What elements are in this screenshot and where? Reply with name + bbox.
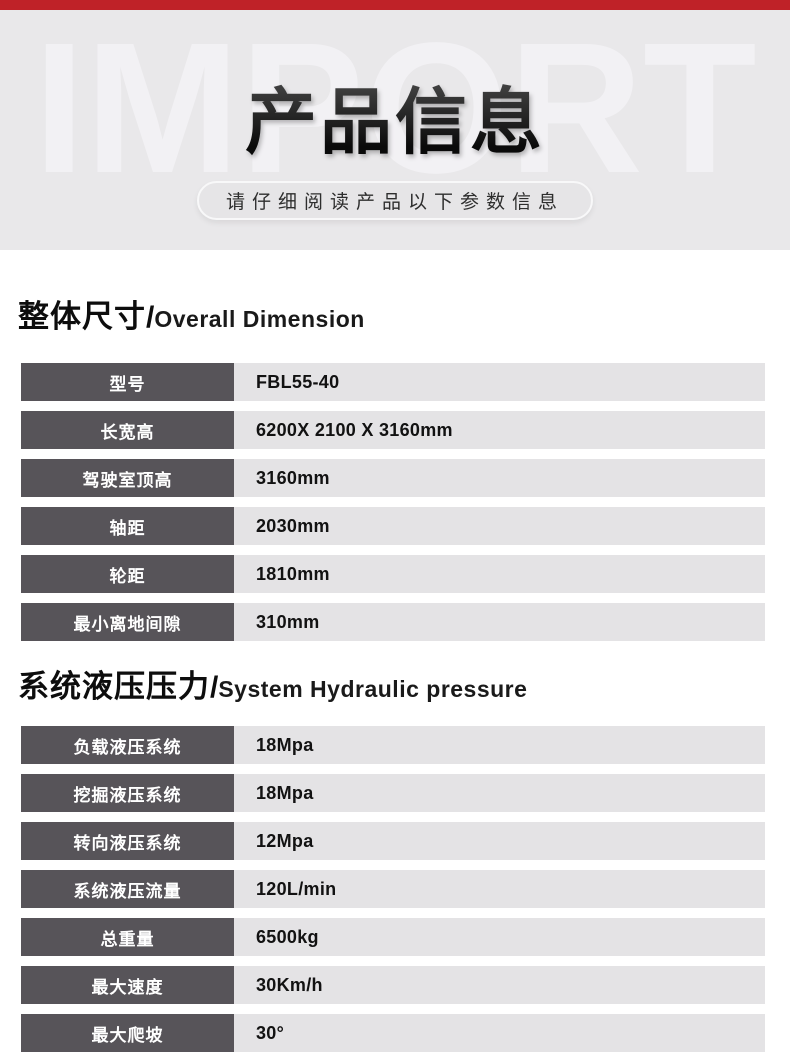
section-title-divider: / bbox=[210, 671, 219, 704]
spec-value: 3160mm bbox=[234, 459, 765, 497]
section-title: 系统液压压力/System Hydraulic pressure bbox=[0, 666, 790, 711]
section-title-cn: 系统液压压力 bbox=[18, 669, 210, 704]
section-title-en: System Hydraulic pressure bbox=[218, 676, 528, 702]
spec-label: 最大爬坡 bbox=[21, 1014, 234, 1052]
spec-row: 最小离地间隙 310mm bbox=[21, 603, 765, 641]
watermark-text: IMPORT bbox=[0, 16, 790, 202]
page-title: 产品信息 bbox=[0, 80, 790, 166]
spec-label: 负载液压系统 bbox=[21, 726, 234, 764]
spec-value: 6200X 2100 X 3160mm bbox=[234, 411, 765, 449]
spec-row: 挖掘液压系统 18Mpa bbox=[21, 774, 765, 812]
spec-value: 30Km/h bbox=[234, 966, 765, 1004]
spec-row: 最大速度 30Km/h bbox=[21, 966, 765, 1004]
spec-row: 系统液压流量 120L/min bbox=[21, 870, 765, 908]
spec-value: 18Mpa bbox=[234, 726, 765, 764]
spec-label: 挖掘液压系统 bbox=[21, 774, 234, 812]
spec-section: 系统液压压力/System Hydraulic pressure 负载液压系统 … bbox=[0, 666, 790, 1052]
spec-row: 轮距 1810mm bbox=[21, 555, 765, 593]
spec-table: 负载液压系统 18Mpa 挖掘液压系统 18Mpa 转向液压系统 12Mpa 系… bbox=[21, 726, 765, 1052]
top-accent-bar bbox=[0, 0, 790, 10]
spec-label: 轴距 bbox=[21, 507, 234, 545]
spec-label: 型号 bbox=[21, 363, 234, 401]
spec-value: 120L/min bbox=[234, 870, 765, 908]
spec-value: 18Mpa bbox=[234, 774, 765, 812]
spec-row: 驾驶室顶高 3160mm bbox=[21, 459, 765, 497]
spec-value: 30° bbox=[234, 1014, 765, 1052]
spec-label: 系统液压流量 bbox=[21, 870, 234, 908]
section-title-cn: 整体尺寸 bbox=[18, 299, 146, 334]
spec-row: 型号 FBL55-40 bbox=[21, 363, 765, 401]
spec-row: 总重量 6500kg bbox=[21, 918, 765, 956]
spec-value: 310mm bbox=[234, 603, 765, 641]
spec-value: FBL55-40 bbox=[234, 363, 765, 401]
spec-value: 2030mm bbox=[234, 507, 765, 545]
spec-label: 驾驶室顶高 bbox=[21, 459, 234, 497]
spec-label: 轮距 bbox=[21, 555, 234, 593]
spec-value: 6500kg bbox=[234, 918, 765, 956]
spec-row: 最大爬坡 30° bbox=[21, 1014, 765, 1052]
subtitle-pill: 请仔细阅读产品以下参数信息 bbox=[196, 181, 594, 220]
section-title-en: Overall Dimension bbox=[154, 306, 365, 332]
spec-label: 总重量 bbox=[21, 918, 234, 956]
spec-row: 长宽高 6200X 2100 X 3160mm bbox=[21, 411, 765, 449]
spec-row: 负载液压系统 18Mpa bbox=[21, 726, 765, 764]
spec-sections: 整体尺寸/Overall Dimension 型号 FBL55-40 长宽高 6… bbox=[0, 250, 790, 1058]
spec-label: 最小离地间隙 bbox=[21, 603, 234, 641]
section-title: 整体尺寸/Overall Dimension bbox=[0, 296, 790, 341]
spec-value: 1810mm bbox=[234, 555, 765, 593]
spec-row: 转向液压系统 12Mpa bbox=[21, 822, 765, 860]
subtitle-text: 请仔细阅读产品以下参数信息 bbox=[225, 192, 565, 213]
spec-value: 12Mpa bbox=[234, 822, 765, 860]
spec-row: 轴距 2030mm bbox=[21, 507, 765, 545]
spec-label: 最大速度 bbox=[21, 966, 234, 1004]
hero-header: IMPORT 产品信息 请仔细阅读产品以下参数信息 bbox=[0, 0, 790, 250]
section-title-divider: / bbox=[146, 301, 155, 334]
spec-table: 型号 FBL55-40 长宽高 6200X 2100 X 3160mm 驾驶室顶… bbox=[21, 363, 765, 641]
spec-label: 转向液压系统 bbox=[21, 822, 234, 860]
spec-label: 长宽高 bbox=[21, 411, 234, 449]
spec-section: 整体尺寸/Overall Dimension 型号 FBL55-40 长宽高 6… bbox=[0, 296, 790, 641]
